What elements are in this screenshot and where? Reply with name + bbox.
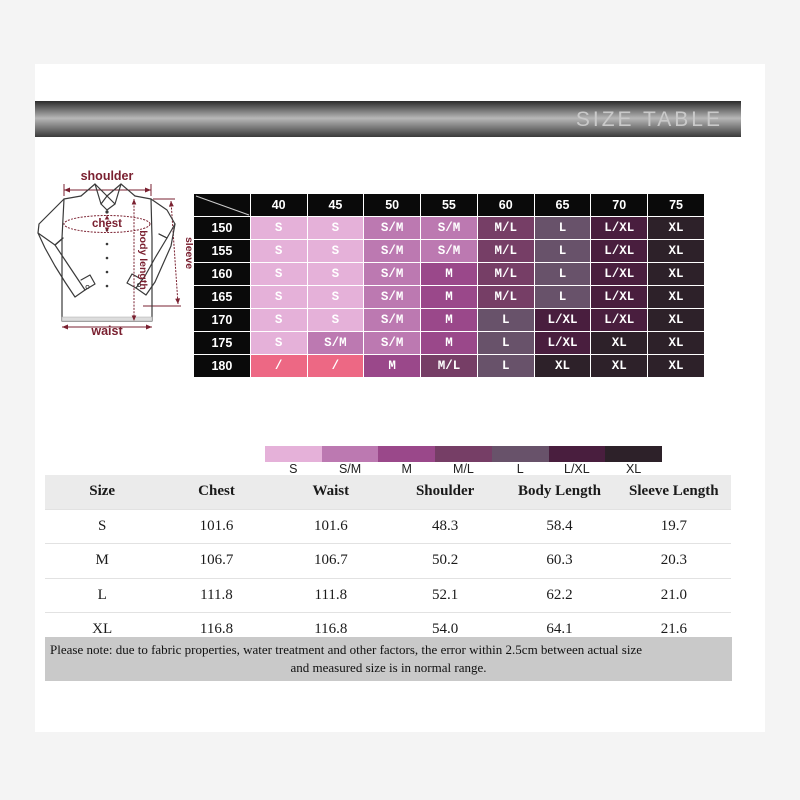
svg-text:shoulder: shoulder: [81, 169, 134, 183]
svg-text:waist: waist: [90, 324, 123, 336]
svg-text:body length: body length: [137, 230, 149, 290]
svg-text:chest: chest: [92, 218, 122, 230]
